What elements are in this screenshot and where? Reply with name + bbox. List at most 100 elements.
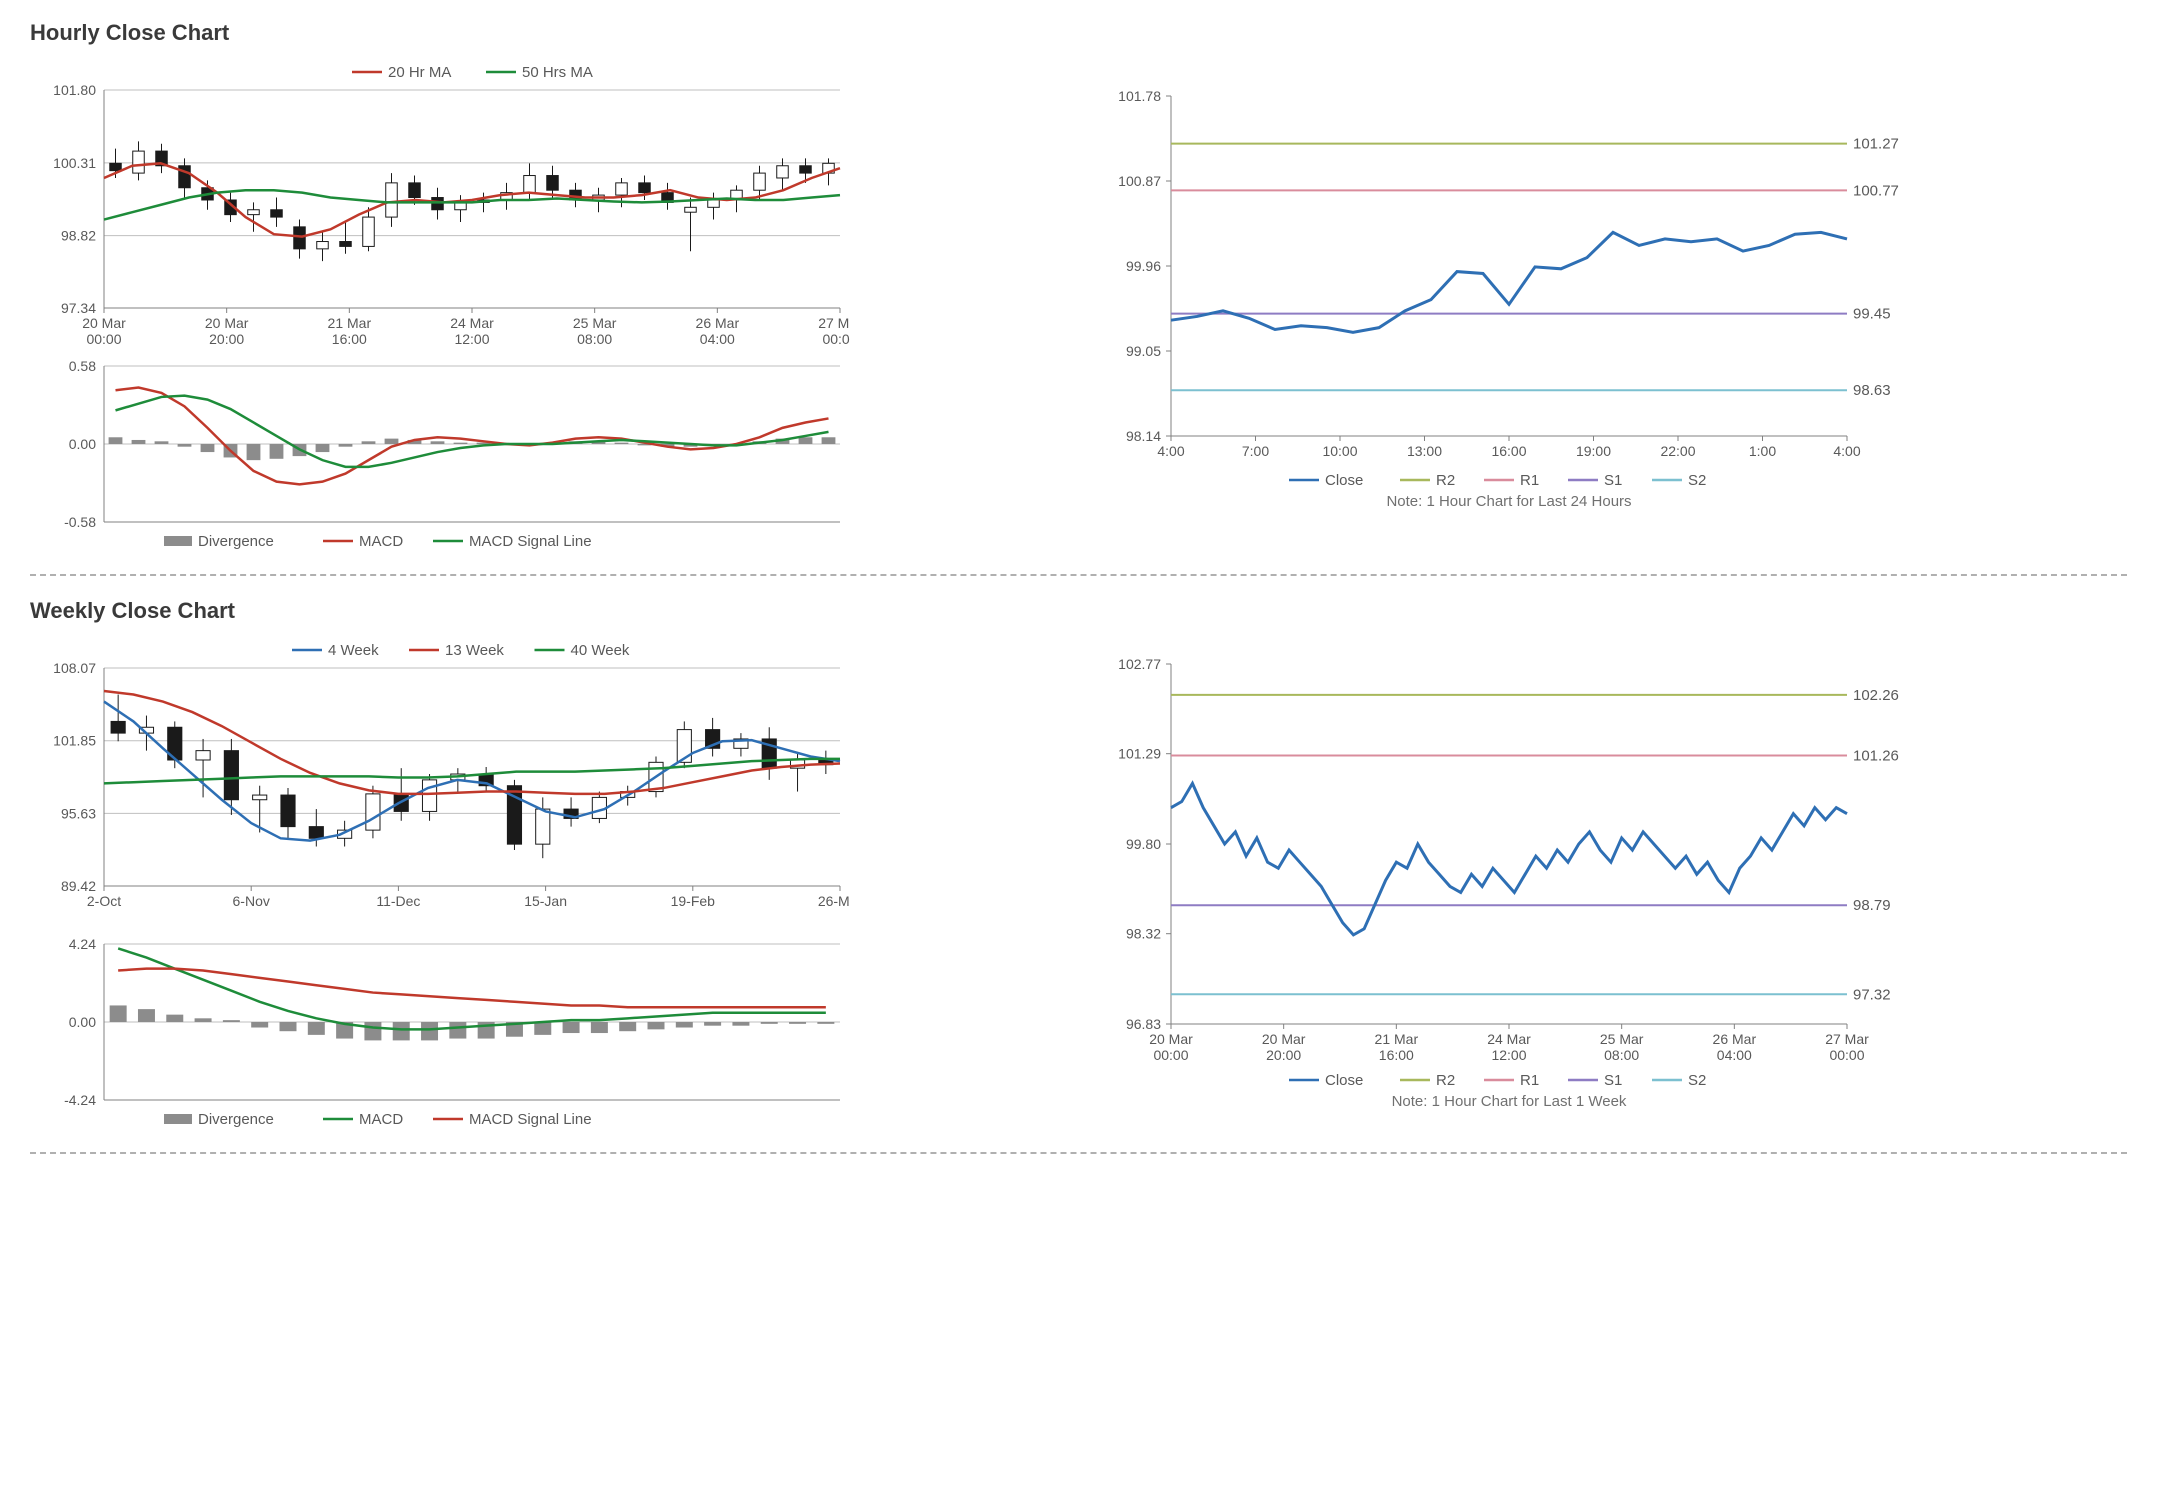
svg-text:50 Hrs MA: 50 Hrs MA — [522, 64, 593, 81]
svg-text:97.34: 97.34 — [61, 300, 96, 316]
svg-text:99.45: 99.45 — [1853, 306, 1891, 323]
svg-text:S1: S1 — [1604, 472, 1622, 489]
svg-text:25 Mar08:00: 25 Mar08:00 — [1599, 1031, 1643, 1063]
svg-text:101.27: 101.27 — [1853, 136, 1899, 153]
svg-text:101.29: 101.29 — [1118, 746, 1161, 762]
svg-text:0.00: 0.00 — [69, 1014, 96, 1030]
svg-text:Close: Close — [1325, 1072, 1363, 1089]
weekly-right-col: 96.83 98.32 99.80 101.29 102.77 102.26 101.26 9… — [1097, 634, 2104, 1134]
svg-text:MACD Signal Line: MACD Signal Line — [469, 1111, 592, 1128]
svg-text:97.32: 97.32 — [1853, 986, 1891, 1003]
svg-text:99.96: 99.96 — [1126, 258, 1161, 274]
svg-text:98.32: 98.32 — [1126, 926, 1161, 942]
svg-text:19:00: 19:00 — [1576, 443, 1611, 459]
svg-text:0.00: 0.00 — [69, 436, 96, 452]
svg-text:15-Jan: 15-Jan — [524, 893, 567, 909]
svg-text:1:00: 1:00 — [1748, 443, 1775, 459]
svg-text:S2: S2 — [1688, 472, 1706, 489]
svg-text:101.26: 101.26 — [1853, 748, 1899, 765]
weekly-row: 89.42 95.63 101.85 108.07 4 Week 13 Week 40 We… — [30, 634, 2127, 1154]
hourly-title: Hourly Close Chart — [30, 20, 2127, 46]
svg-text:10:00: 10:00 — [1322, 443, 1357, 459]
svg-text:16:00: 16:00 — [1491, 443, 1526, 459]
svg-text:Divergence: Divergence — [198, 1111, 274, 1128]
svg-text:13 Week: 13 Week — [445, 642, 504, 659]
svg-text:101.78: 101.78 — [1118, 88, 1161, 104]
svg-text:24 Mar12:00: 24 Mar12:00 — [1487, 1031, 1531, 1063]
svg-text:108.07: 108.07 — [53, 660, 96, 676]
svg-text:99.80: 99.80 — [1126, 836, 1161, 852]
svg-text:101.80: 101.80 — [53, 82, 96, 98]
svg-text:102.26: 102.26 — [1853, 687, 1899, 704]
svg-text:4:00: 4:00 — [1833, 443, 1860, 459]
hourly-left-col: 97.34 98.82 100.31 101.80 20 Hr MA 50 Hrs MA 2… — [30, 56, 1037, 556]
svg-text:100.77: 100.77 — [1853, 182, 1899, 199]
svg-text:96.83: 96.83 — [1126, 1016, 1161, 1032]
hourly-section: Hourly Close Chart 97.34 98.82 100.31 101.8… — [30, 20, 2127, 576]
svg-text:4 Week: 4 Week — [328, 642, 379, 659]
svg-text:24 Mar12:00: 24 Mar12:00 — [450, 315, 494, 347]
svg-text:98.82: 98.82 — [61, 228, 96, 244]
svg-text:26 Mar04:00: 26 Mar04:00 — [696, 315, 740, 347]
hourly-macd-chart: -0.58 0.00 0.58 Divergence MACD MACD Signal L… — [30, 356, 1037, 556]
svg-text:S1: S1 — [1604, 1072, 1622, 1089]
svg-text:R2: R2 — [1436, 472, 1455, 489]
svg-text:11-Dec: 11-Dec — [376, 893, 420, 909]
svg-text:0.58: 0.58 — [69, 358, 96, 374]
svg-text:20 Mar20:00: 20 Mar20:00 — [205, 315, 249, 347]
svg-text:S2: S2 — [1688, 1072, 1706, 1089]
weekly-sr-chart: 96.83 98.32 99.80 101.29 102.77 102.26 101.26 9… — [1097, 654, 2104, 1114]
svg-text:102.77: 102.77 — [1118, 656, 1161, 672]
svg-text:26 Mar04:00: 26 Mar04:00 — [1712, 1031, 1756, 1063]
svg-text:21 Mar16:00: 21 Mar16:00 — [1374, 1031, 1418, 1063]
svg-text:7:00: 7:00 — [1241, 443, 1268, 459]
svg-text:99.05: 99.05 — [1126, 343, 1161, 359]
svg-text:100.31: 100.31 — [53, 155, 96, 171]
svg-text:22:00: 22:00 — [1660, 443, 1695, 459]
svg-text:19-Feb: 19-Feb — [671, 893, 716, 909]
svg-text:95.63: 95.63 — [61, 805, 96, 821]
svg-text:20 Mar20:00: 20 Mar20:00 — [1261, 1031, 1305, 1063]
svg-text:21 Mar16:00: 21 Mar16:00 — [328, 315, 372, 347]
svg-text:40 Week: 40 Week — [571, 642, 630, 659]
hourly-row: 97.34 98.82 100.31 101.80 20 Hr MA 50 Hrs MA 2… — [30, 56, 2127, 576]
weekly-main-chart: 89.42 95.63 101.85 108.07 4 Week 13 Week 40 We… — [30, 634, 1037, 934]
svg-text:Note: 1 Hour Chart for Last 1: Note: 1 Hour Chart for Last 1 Week — [1391, 1093, 1626, 1110]
svg-text:Divergence: Divergence — [198, 533, 274, 550]
weekly-left-col: 89.42 95.63 101.85 108.07 4 Week 13 Week 40 We… — [30, 634, 1037, 1134]
svg-text:20 Hr MA: 20 Hr MA — [388, 64, 451, 81]
svg-text:100.87: 100.87 — [1118, 173, 1161, 189]
svg-text:R1: R1 — [1520, 1072, 1539, 1089]
svg-text:-0.58: -0.58 — [64, 514, 96, 530]
svg-text:101.85: 101.85 — [53, 733, 96, 749]
svg-text:2-Oct: 2-Oct — [87, 893, 121, 909]
svg-text:MACD: MACD — [359, 533, 403, 550]
hourly-main-chart: 97.34 98.82 100.31 101.80 20 Hr MA 50 Hrs MA 2… — [30, 56, 1037, 356]
svg-text:27 Mar00:00: 27 Mar00:00 — [1825, 1031, 1869, 1063]
svg-text:27 Mar00:00: 27 Mar00:00 — [818, 315, 850, 347]
svg-text:R2: R2 — [1436, 1072, 1455, 1089]
svg-text:Close: Close — [1325, 472, 1363, 489]
svg-text:98.14: 98.14 — [1126, 428, 1161, 444]
svg-text:-4.24: -4.24 — [64, 1092, 96, 1108]
hourly-right-col: 98.14 99.05 99.96 100.87 101.78 101.27 100.77 9… — [1097, 56, 2104, 556]
svg-text:6-Nov: 6-Nov — [233, 893, 270, 909]
hourly-sr-chart: 98.14 99.05 99.96 100.87 101.78 101.27 100.77 9… — [1097, 86, 2104, 526]
svg-text:20 Mar00:00: 20 Mar00:00 — [82, 315, 126, 347]
svg-text:4.24: 4.24 — [69, 936, 96, 952]
weekly-section: Weekly Close Chart 89.42 95.63 101.85 108.0… — [30, 598, 2127, 1154]
svg-text:MACD: MACD — [359, 1111, 403, 1128]
weekly-macd-chart: -4.24 0.00 4.24 Divergence MACD MACD Signal L… — [30, 934, 1037, 1134]
svg-text:13:00: 13:00 — [1407, 443, 1442, 459]
svg-text:R1: R1 — [1520, 472, 1539, 489]
svg-text:98.63: 98.63 — [1853, 382, 1891, 399]
svg-text:20 Mar00:00: 20 Mar00:00 — [1149, 1031, 1193, 1063]
svg-text:MACD Signal Line: MACD Signal Line — [469, 533, 592, 550]
svg-text:98.79: 98.79 — [1853, 897, 1891, 914]
svg-text:4:00: 4:00 — [1157, 443, 1184, 459]
svg-text:25 Mar08:00: 25 Mar08:00 — [573, 315, 617, 347]
svg-text:Note: 1 Hour Chart for Last 24: Note: 1 Hour Chart for Last 24 Hours — [1386, 493, 1631, 510]
svg-text:89.42: 89.42 — [61, 878, 96, 894]
svg-text:26-Mar: 26-Mar — [818, 893, 850, 909]
weekly-title: Weekly Close Chart — [30, 598, 2127, 624]
